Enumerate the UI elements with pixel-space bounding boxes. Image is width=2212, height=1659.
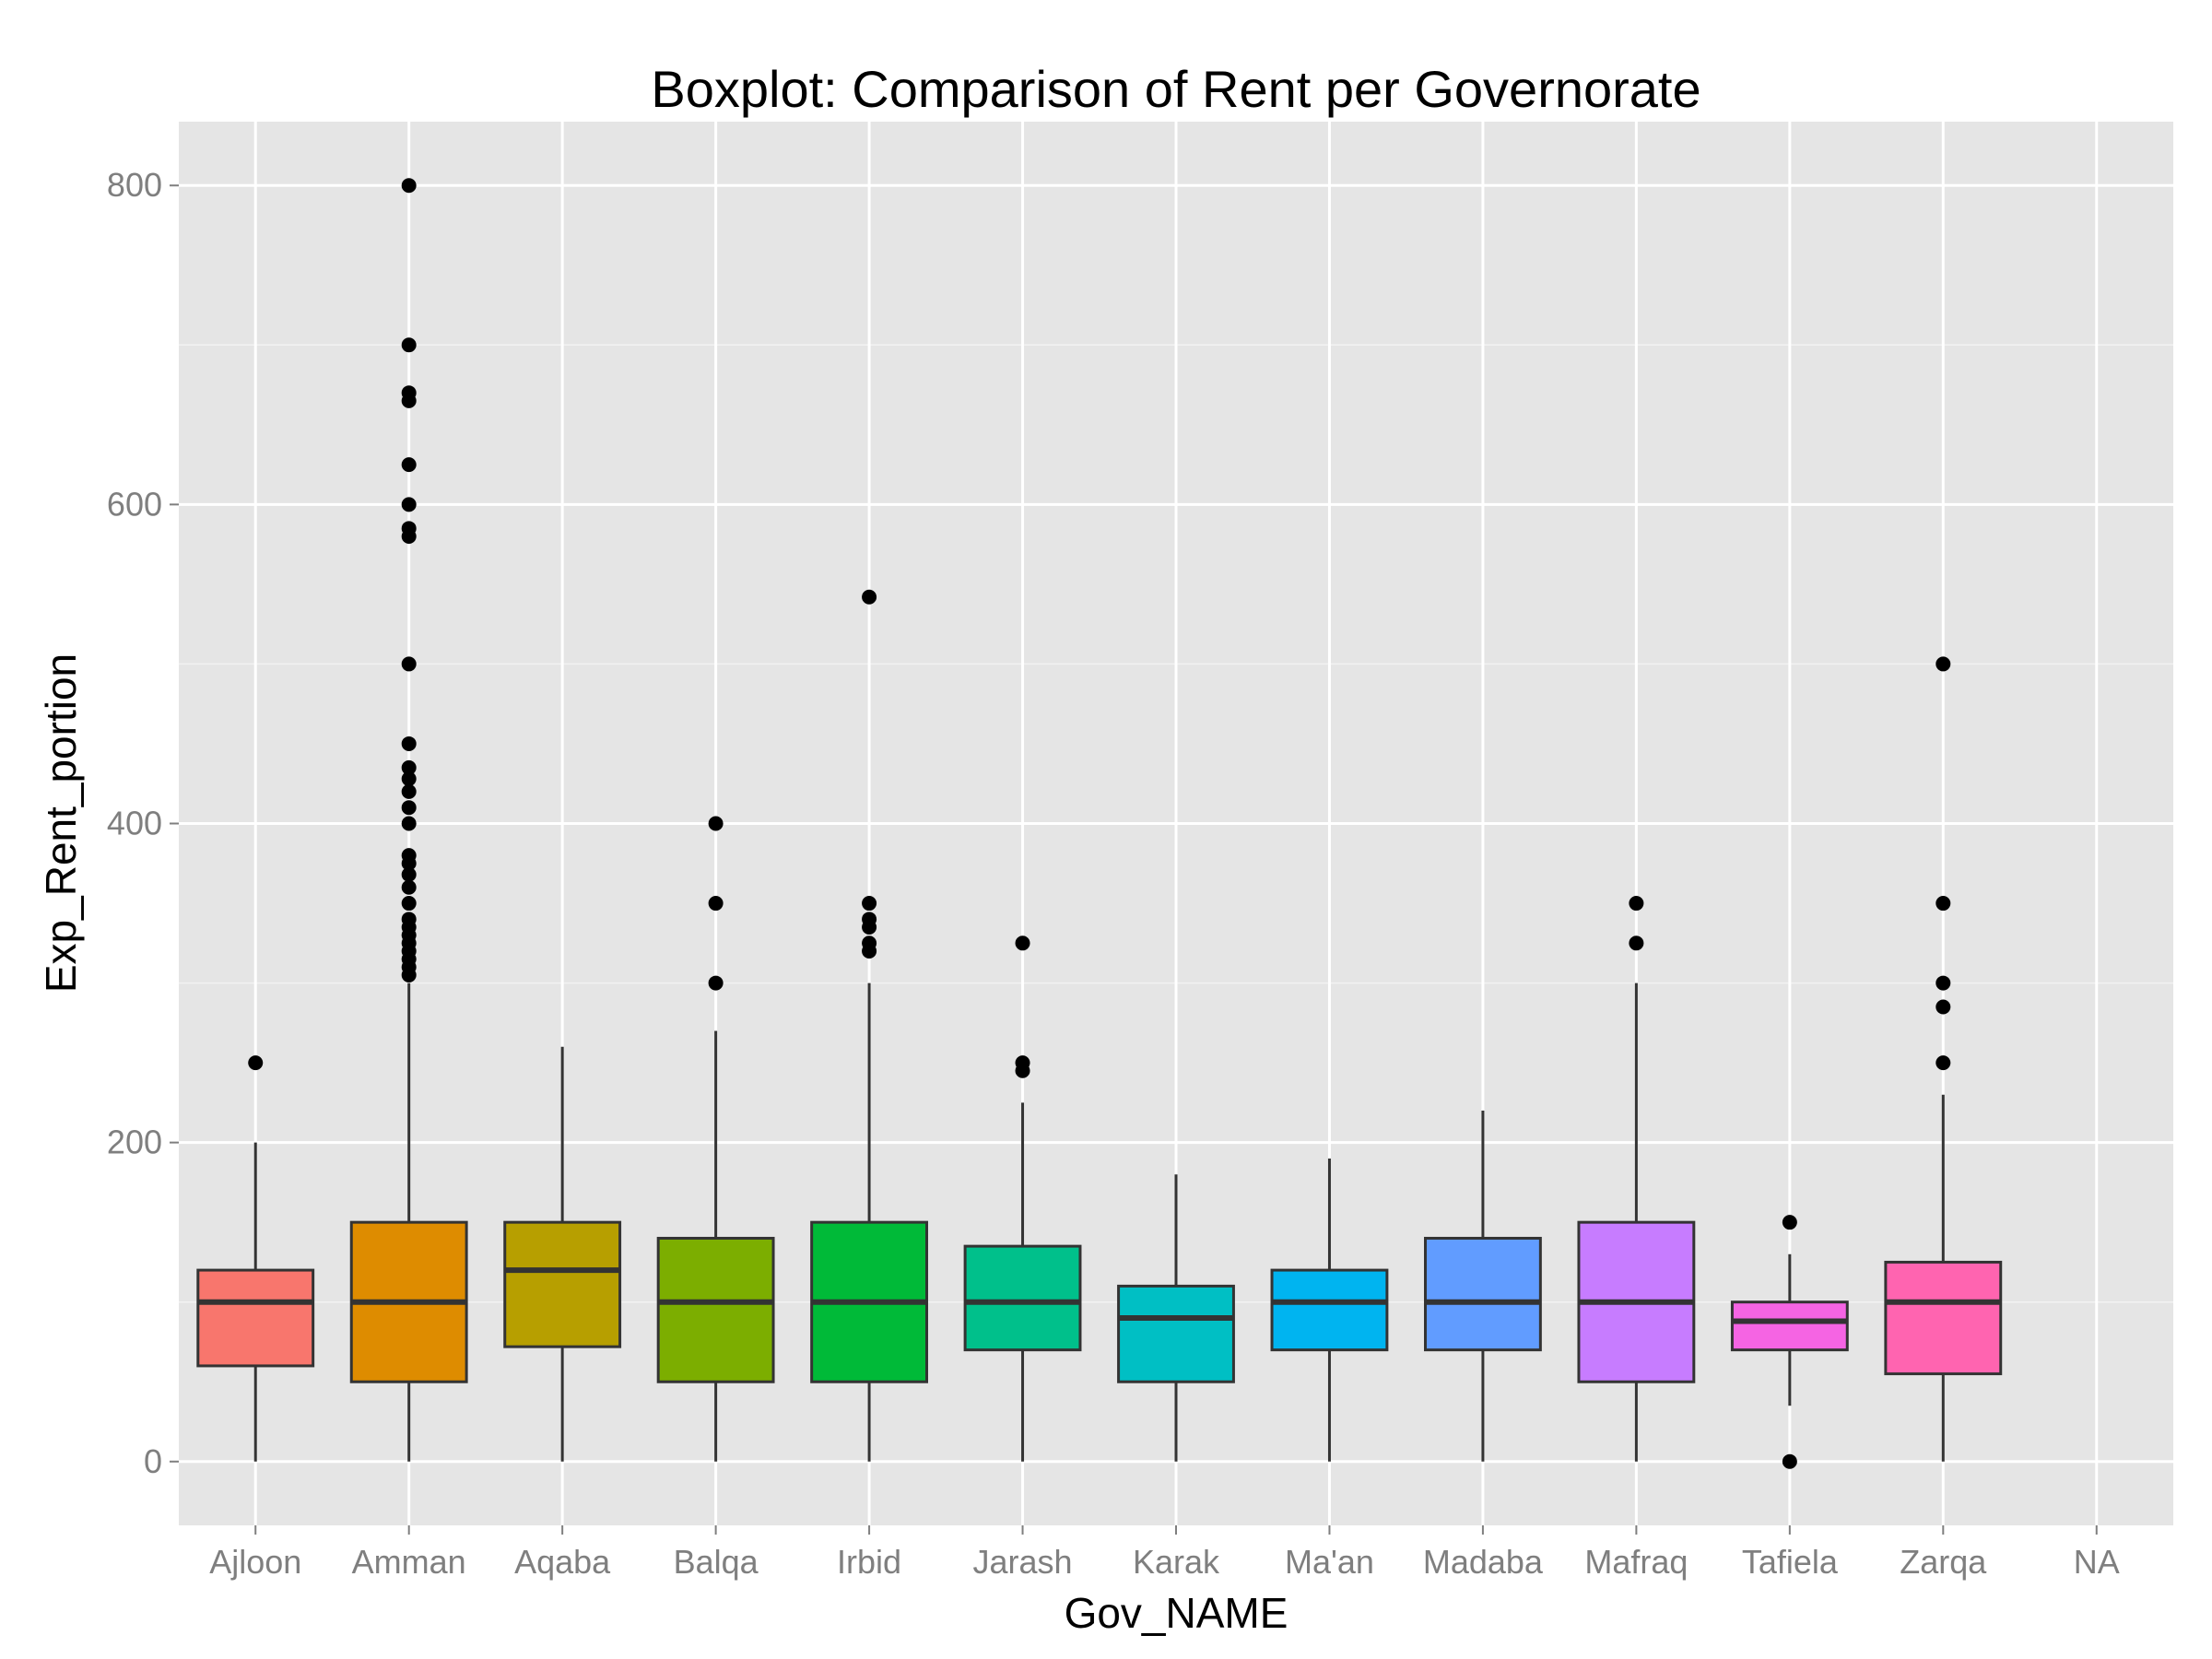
box-group-irbid: [810, 589, 929, 1462]
outlier-point: [1782, 1453, 1797, 1469]
box-group-zarqa: [1884, 656, 2003, 1462]
x-tick-label: Amman: [352, 1543, 466, 1581]
outlier-point: [708, 816, 724, 831]
x-tick-label: Aqaba: [514, 1543, 611, 1581]
outlier-point: [401, 457, 417, 473]
outlier-point: [1015, 935, 1030, 951]
outlier-point: [862, 943, 877, 959]
x-tick-label: Karak: [1133, 1543, 1220, 1581]
outlier-point: [401, 967, 417, 982]
box-group-madaba: [1424, 1111, 1542, 1462]
boxplot-series: [196, 178, 2003, 1469]
outlier-point: [1936, 999, 1951, 1015]
outlier-point: [1629, 896, 1644, 912]
outlier-point: [401, 855, 417, 871]
outlier-point: [401, 759, 417, 775]
box-iqr: [1270, 1268, 1389, 1352]
x-tick-label: Tafiela: [1742, 1543, 1839, 1581]
box-iqr: [656, 1236, 775, 1383]
outlier-point: [1936, 975, 1951, 991]
box-group-aqaba: [503, 1046, 622, 1462]
box-iqr: [1424, 1236, 1542, 1352]
outlier-point: [401, 528, 417, 544]
outlier-point: [401, 800, 417, 816]
box-group-ajloon: [196, 1055, 315, 1462]
y-tick-label: 600: [107, 485, 162, 523]
x-axis: Ajloon Amman Aqaba Balqa Irbid Jarash Karak Ma'…: [209, 1525, 2120, 1581]
outlier-point: [401, 896, 417, 912]
box-iqr: [196, 1268, 315, 1368]
y-axis-title: Exp_Rent_portion: [37, 653, 85, 993]
box-iqr: [1884, 1260, 2003, 1376]
box-group-balqa: [656, 816, 775, 1462]
outlier-point: [708, 896, 724, 912]
x-tick-label: Ma'an: [1285, 1543, 1374, 1581]
outlier-point: [401, 497, 417, 512]
x-axis-title: Gov_NAME: [1065, 1589, 1288, 1637]
outlier-point: [401, 656, 417, 672]
outlier-point: [401, 178, 417, 194]
box-group-karak: [1117, 1174, 1235, 1462]
outlier-point: [1015, 1063, 1030, 1078]
x-tick-label: Ajloon: [209, 1543, 301, 1581]
box-group-amman: [349, 178, 468, 1462]
outlier-point: [862, 919, 877, 935]
box-group-mafraq: [1577, 896, 1696, 1462]
box-iqr: [1730, 1300, 1849, 1352]
outlier-point: [862, 589, 877, 605]
y-axis: 0 200 400 600 800: [107, 166, 179, 1480]
outlier-point: [862, 896, 877, 912]
box-iqr: [963, 1244, 1082, 1352]
box-iqr: [503, 1220, 622, 1348]
box-iqr: [1117, 1284, 1235, 1383]
x-tick-label: Jarash: [973, 1543, 1073, 1581]
x-tick-label: Balqa: [674, 1543, 759, 1581]
outlier-point: [1936, 656, 1951, 672]
outlier-point: [401, 771, 417, 787]
box-group-tafiela: [1730, 1215, 1849, 1469]
x-tick-label: Irbid: [837, 1543, 901, 1581]
outlier-point: [248, 1055, 264, 1071]
outlier-point: [401, 735, 417, 751]
y-tick-label: 400: [107, 805, 162, 842]
outlier-point: [401, 393, 417, 408]
x-tick-label: Madaba: [1423, 1543, 1544, 1581]
outlier-point: [708, 975, 724, 991]
outlier-point: [401, 816, 417, 831]
y-tick-label: 200: [107, 1124, 162, 1161]
outlier-point: [401, 337, 417, 353]
x-tick-label: NA: [2074, 1543, 2120, 1581]
outlier-point: [1629, 935, 1644, 951]
y-tick-label: 0: [144, 1442, 162, 1480]
x-tick-label: Zarqa: [1900, 1543, 1987, 1581]
box-group-jarash: [963, 935, 1082, 1462]
chart-title: Boxplot: Comparison of Rent per Governor…: [651, 60, 1700, 118]
y-tick-label: 800: [107, 166, 162, 204]
outlier-point: [1936, 896, 1951, 912]
outlier-point: [401, 783, 417, 799]
x-tick-label: Mafraq: [1584, 1543, 1688, 1581]
outlier-point: [401, 879, 417, 895]
box-group-ma-an: [1270, 1158, 1389, 1462]
outlier-point: [401, 866, 417, 882]
outlier-point: [1936, 1055, 1951, 1071]
outlier-point: [1782, 1215, 1797, 1230]
